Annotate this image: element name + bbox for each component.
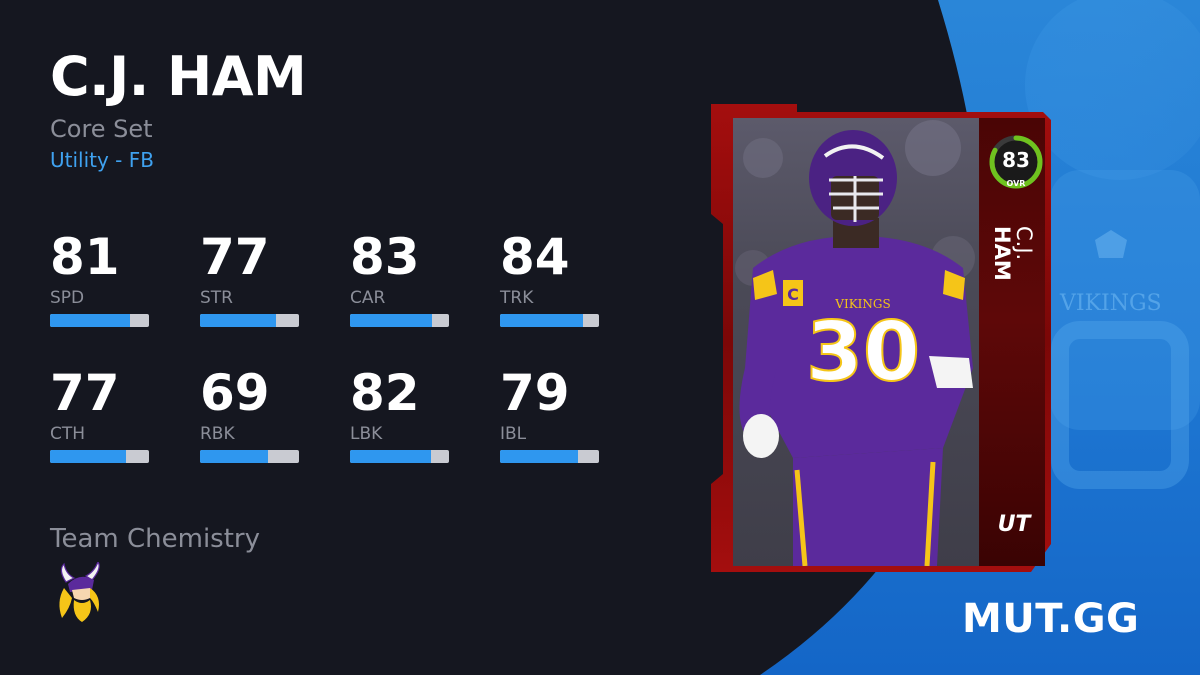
stat-bar-fill <box>500 450 579 463</box>
stat-bar-fill <box>50 314 131 327</box>
captain-patch: C <box>787 285 799 304</box>
stat-value: 69 <box>200 364 270 422</box>
player-name: C.J. HAM <box>50 45 307 108</box>
jersey-wordmark: VIKINGS <box>834 297 890 311</box>
stat-value: 82 <box>350 364 420 422</box>
ut-badge: UT <box>997 512 1031 537</box>
stat-bar <box>50 314 149 327</box>
stat-bar <box>200 314 299 327</box>
ovr-ring <box>989 135 1043 189</box>
stat-spd: 81 SPD <box>50 232 150 327</box>
stat-value: 77 <box>50 364 120 422</box>
card-player-name: C.J. HAM <box>990 226 1037 281</box>
stat-bar-fill <box>200 450 269 463</box>
stat-cth: 77 CTH <box>50 368 150 463</box>
stat-label: IBL <box>500 424 527 444</box>
stat-bar-fill <box>50 450 127 463</box>
stat-label: CTH <box>50 424 86 444</box>
team-chemistry-title: Team Chemistry <box>50 524 260 554</box>
stat-bar <box>350 314 449 327</box>
stat-bar-fill <box>500 314 584 327</box>
stat-bar-fill <box>350 314 433 327</box>
player-position: Utility - FB <box>50 148 154 172</box>
stat-value: 84 <box>500 228 570 286</box>
stat-value: 77 <box>200 228 270 286</box>
stat-bar <box>50 450 149 463</box>
player-card[interactable]: C VIKINGS 30 83 OVR C.J. HAM UT <box>711 104 1051 572</box>
brand-logo[interactable]: MUT.GG <box>962 596 1140 642</box>
card-set-name: Core Set <box>50 115 153 143</box>
stat-label: SPD <box>50 288 85 308</box>
stat-label: TRK <box>500 288 534 308</box>
ovr-label: OVR <box>1006 179 1026 188</box>
card-last-name: HAM <box>990 226 1015 281</box>
stat-label: CAR <box>350 288 386 308</box>
ovr-rating: 83 <box>1002 148 1030 172</box>
player-illustration: C VIKINGS 30 <box>735 120 975 566</box>
player-photo: C VIKINGS 30 <box>733 118 979 566</box>
stat-bar-fill <box>200 314 277 327</box>
stat-lbk: 82 LBK <box>350 368 450 463</box>
card-first-name: C.J. <box>1012 226 1037 261</box>
stat-bar-fill <box>350 450 432 463</box>
stat-label: STR <box>200 288 233 308</box>
stat-value: 79 <box>500 364 570 422</box>
stat-bar <box>500 314 599 327</box>
jersey-number: 30 <box>806 305 920 400</box>
stat-bar <box>350 450 449 463</box>
stat-label: LBK <box>350 424 383 444</box>
stat-label: RBK <box>200 424 235 444</box>
stat-rbk: 69 RBK <box>200 368 300 463</box>
svg-text:VIKINGS: VIKINGS <box>1059 291 1162 316</box>
stat-ibl: 79 IBL <box>500 368 600 463</box>
stat-value: 83 <box>350 228 420 286</box>
vikings-logo-icon[interactable] <box>52 562 112 624</box>
stat-bar <box>500 450 599 463</box>
stat-value: 81 <box>50 228 120 286</box>
card-side-panel <box>979 118 1045 566</box>
stat-car: 83 CAR <box>350 232 450 327</box>
stat-str: 77 STR <box>200 232 300 327</box>
stat-trk: 84 TRK <box>500 232 600 327</box>
stat-bar <box>200 450 299 463</box>
